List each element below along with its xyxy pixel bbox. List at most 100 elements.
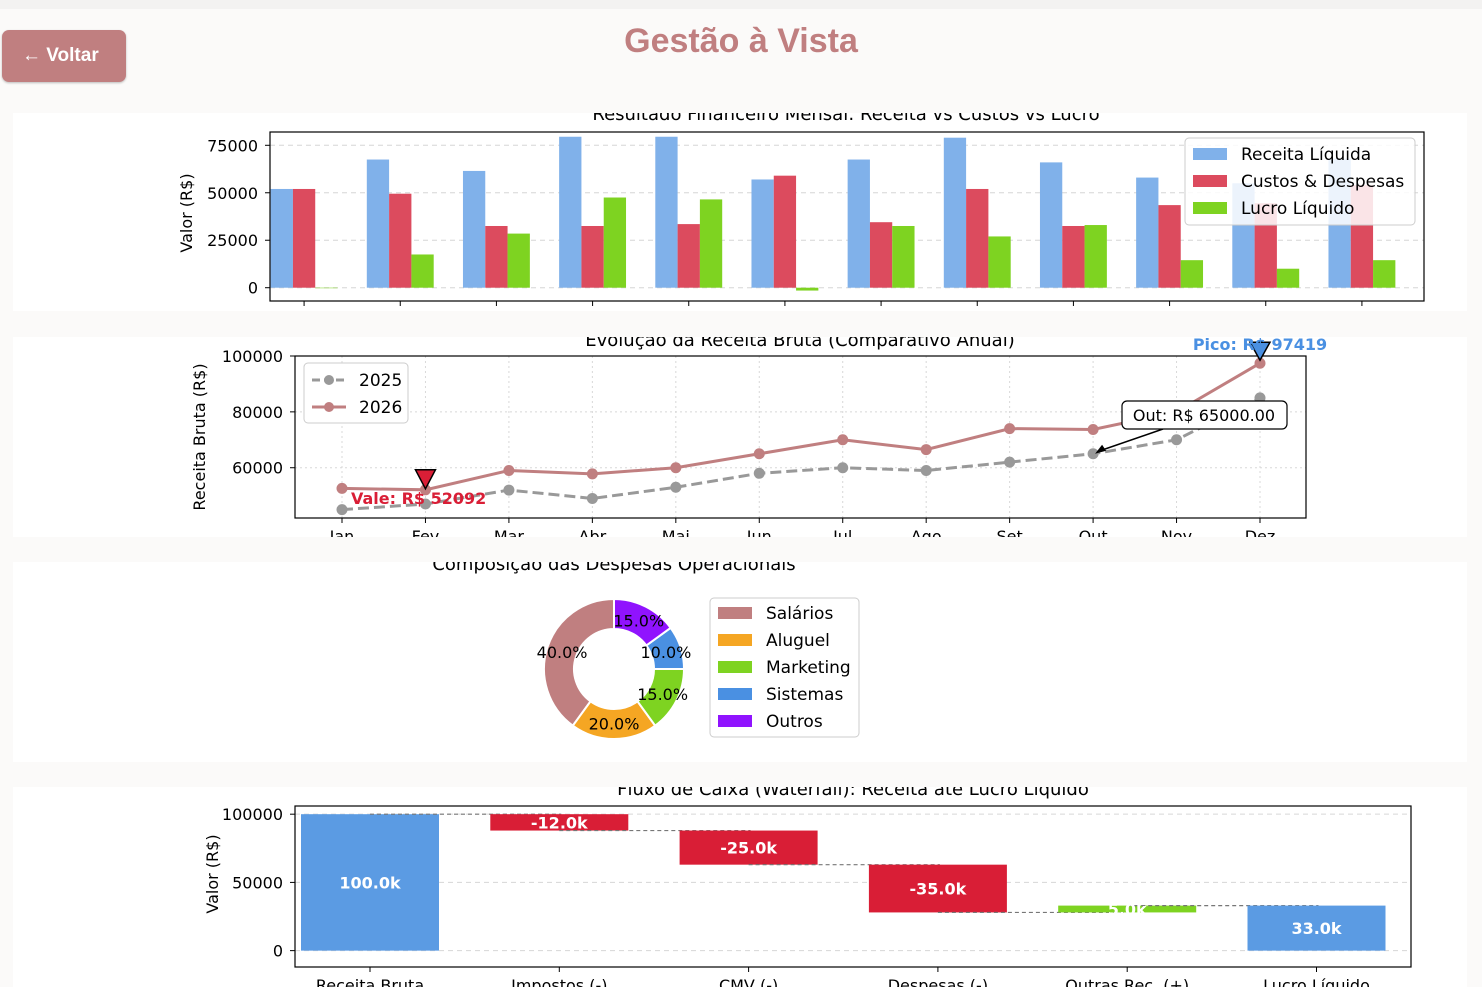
x-tick-label: Set (1060, 310, 1086, 311)
bar-2 (1276, 268, 1300, 288)
data-point (1171, 434, 1183, 446)
data-point (1004, 456, 1016, 468)
data-point (1087, 448, 1099, 460)
x-tick-label: Dez (1347, 310, 1378, 311)
y-axis-label: Valor (R$) (203, 834, 222, 913)
y-axis-label: Receita Bruta (R$) (190, 363, 209, 510)
data-point (837, 434, 849, 446)
x-tick-label: Despesas (-) (888, 976, 988, 987)
x-tick-label: Jun (746, 527, 772, 537)
bar-1 (389, 193, 412, 288)
bar-0 (751, 179, 774, 288)
x-tick-label: Abr (579, 527, 607, 537)
bar-2 (603, 197, 627, 288)
slice-pct-label: 20.0% (589, 715, 640, 734)
x-tick-label: Ago (962, 310, 993, 311)
x-tick-label: Set (996, 527, 1022, 537)
legend-swatch (1193, 202, 1227, 214)
legend-label: Aluguel (766, 631, 830, 651)
legend-label: Lucro Líquido (1241, 199, 1354, 219)
data-point (503, 484, 515, 496)
chart-title: Fluxo de Caixa (Waterfall): Receita até … (617, 787, 1089, 800)
legend-label: 2025 (359, 371, 402, 391)
monthly-result-chart: Resultado Financeiro Mensal: Receita vs … (177, 113, 1425, 311)
series-line-2026 (341, 361, 1261, 492)
x-tick-label: Jan (291, 310, 317, 311)
plot-area: Jan Fev Mar Abr Mai Jun Jul Ago Set Out Nov Dez 6000… (222, 347, 1307, 537)
callout-arrow (1096, 428, 1164, 453)
legend-swatch (1193, 148, 1227, 160)
legend-label: 2026 (359, 398, 402, 418)
waterfall-bar (679, 830, 818, 865)
data-point (1254, 357, 1266, 369)
plot-frame (294, 355, 1307, 519)
bar-value-label: 100.0k (339, 873, 401, 892)
monthly-result-panel: Resultado Financeiro Mensal: Receita vs … (13, 113, 1467, 311)
x-tick-label: Outras Rec. (+) (1065, 976, 1189, 987)
slice-Salários (543, 597, 615, 728)
x-tick-label: Ago (911, 527, 942, 537)
bar-2 (892, 225, 915, 288)
y-tick-label: 100000 (222, 805, 283, 824)
y-tick-label: 75000 (207, 136, 258, 155)
y-tick-label: 0 (248, 279, 258, 298)
x-tick-label: Mar (494, 527, 525, 537)
data-point (336, 504, 348, 516)
data-point (1087, 423, 1099, 435)
x-tick-label: Jun (771, 310, 797, 311)
bar-value-label: 33.0k (1291, 919, 1341, 938)
x-tick-label: Nov (1250, 310, 1281, 311)
bar-0 (462, 170, 486, 288)
slice-pct-label: 40.0% (537, 643, 588, 662)
bar-2 (507, 233, 530, 288)
slice-pct-label: 10.0% (641, 643, 692, 662)
waterfall-bar (1247, 905, 1386, 951)
slice-pct-label: 15.0% (613, 611, 664, 630)
legend-marker (324, 375, 334, 385)
bar-0 (1136, 177, 1159, 288)
x-tick-label: Mai (675, 310, 703, 311)
page-title: Gestão à Vista (624, 22, 858, 60)
peak-marker (1248, 341, 1272, 362)
x-tick-label: CMV (-) (719, 976, 778, 987)
bar-value-label: -35.0k (910, 880, 967, 899)
bar-2 (1180, 260, 1204, 288)
bar-2 (411, 254, 434, 288)
legend-label: Receita Líquida (1241, 145, 1371, 165)
data-point (586, 492, 598, 504)
legend-swatch (718, 661, 752, 673)
data-point (670, 462, 682, 474)
bar-0 (1039, 162, 1063, 288)
bar-0 (847, 159, 870, 288)
x-tick-label: Mai (662, 527, 690, 537)
series-line-2025 (341, 396, 1261, 512)
cash-flow-panel: Fluxo de Caixa (Waterfall): Receita até … (13, 787, 1467, 987)
legend: Salários Aluguel Marketing Sistemas Outros (709, 597, 860, 738)
callout-label: Out: R$ 65000.00 (1133, 406, 1275, 425)
bar-2 (699, 199, 723, 288)
x-tick-label: Jul (832, 527, 852, 537)
bar-1 (485, 225, 508, 288)
bar-1 (292, 188, 316, 288)
expense-composition-chart: Composição das Despesas Operacionais 40.… (432, 562, 860, 740)
y-tick-label: 50000 (207, 184, 258, 203)
data-point (920, 465, 932, 477)
data-point (753, 467, 765, 479)
chart-title: Resultado Financeiro Mensal: Receita vs … (592, 113, 1099, 125)
bar-2 (315, 287, 338, 289)
bar-0 (655, 136, 678, 288)
data-point (837, 462, 849, 474)
legend-label: Custos & Despesas (1241, 172, 1404, 192)
x-tick-label: Jan (329, 527, 355, 537)
legend-label: Marketing (766, 658, 851, 678)
bar-2 (1084, 225, 1107, 288)
data-point (920, 444, 932, 456)
waterfall-bar (868, 864, 1007, 913)
bar-2 (796, 287, 819, 291)
bar-1 (677, 224, 700, 288)
bar-1 (1158, 205, 1181, 288)
back-button[interactable]: ← Voltar (2, 30, 126, 82)
y-axis-label: Valor (R$) (177, 173, 196, 252)
x-tick-label: Receita Bruta (316, 976, 424, 987)
bar-2 (988, 236, 1011, 288)
